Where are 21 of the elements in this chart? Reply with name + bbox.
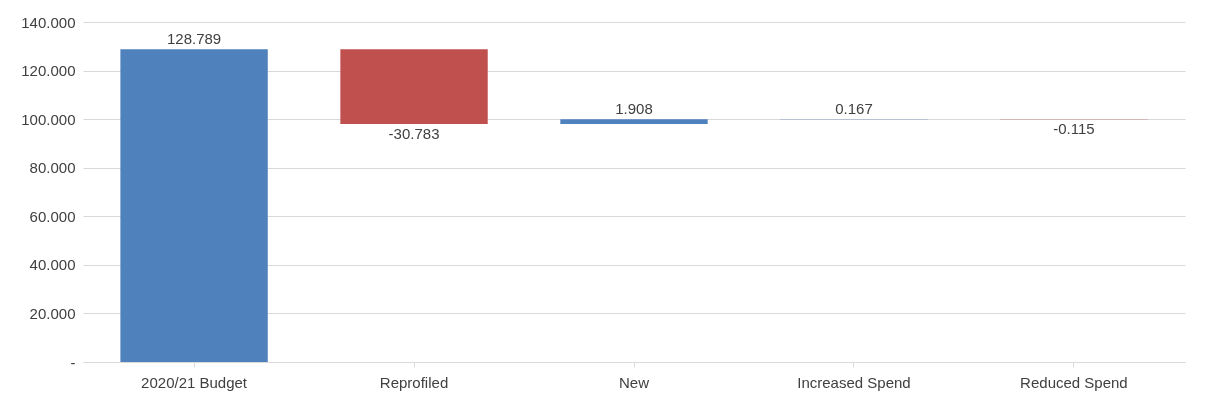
data-label: -0.115 [1053, 120, 1095, 138]
data-label: -30.783 [388, 124, 440, 142]
y-tick-label: 100.000 [21, 110, 76, 128]
x-tick-label: Increased Spend [797, 373, 911, 391]
bar [340, 49, 488, 124]
y-tick-label: 40.000 [29, 256, 76, 274]
x-tick-label: Reprofiled [379, 373, 449, 391]
data-label: 1.908 [615, 100, 653, 118]
x-tick-label: 2020/21 Budget [141, 373, 248, 391]
y-tick-label: 60.000 [29, 207, 76, 225]
data-label: 128.789 [166, 30, 222, 48]
x-tick-label: Reduced Spend [1020, 373, 1128, 391]
bar [120, 49, 268, 362]
y-tick-label: 120.000 [21, 62, 76, 80]
y-tick-label: 140.000 [21, 13, 76, 31]
data-label: 0.167 [835, 99, 873, 117]
bar [560, 119, 708, 124]
y-tick-label: 80.000 [29, 159, 76, 177]
y-tick-label: - [70, 353, 76, 371]
y-tick-label: 20.000 [29, 304, 76, 322]
x-tick-label: New [618, 373, 650, 391]
